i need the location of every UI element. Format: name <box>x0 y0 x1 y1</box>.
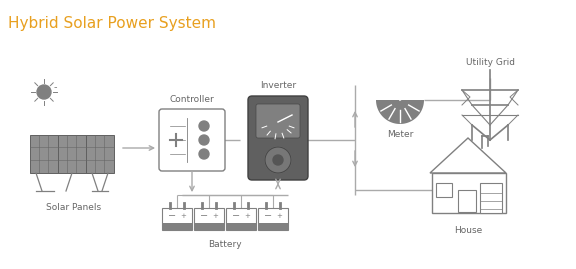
Text: Battery: Battery <box>208 240 242 249</box>
Circle shape <box>199 135 209 145</box>
FancyBboxPatch shape <box>162 208 192 230</box>
Polygon shape <box>430 138 506 173</box>
Circle shape <box>37 85 51 99</box>
Text: Controller: Controller <box>169 95 214 104</box>
Circle shape <box>199 149 209 159</box>
Text: House: House <box>454 226 482 235</box>
Text: +: + <box>180 213 186 219</box>
Text: Meter: Meter <box>387 130 413 139</box>
Text: −: − <box>264 211 272 221</box>
Polygon shape <box>58 135 86 173</box>
Text: +: + <box>276 213 282 219</box>
FancyBboxPatch shape <box>194 223 224 230</box>
FancyBboxPatch shape <box>458 190 476 212</box>
FancyBboxPatch shape <box>248 96 308 180</box>
Text: Inverter: Inverter <box>260 81 296 90</box>
Polygon shape <box>30 135 58 173</box>
Text: −: − <box>168 211 176 221</box>
FancyBboxPatch shape <box>226 223 256 230</box>
Text: −: − <box>200 211 208 221</box>
Text: +: + <box>244 213 250 219</box>
Polygon shape <box>376 100 424 124</box>
Text: Utility Grid: Utility Grid <box>465 58 514 67</box>
FancyBboxPatch shape <box>159 109 225 171</box>
FancyBboxPatch shape <box>436 183 452 197</box>
FancyBboxPatch shape <box>256 104 300 138</box>
Text: +: + <box>212 213 218 219</box>
Polygon shape <box>86 135 114 173</box>
Text: Hybrid Solar Power System: Hybrid Solar Power System <box>8 16 216 31</box>
FancyBboxPatch shape <box>258 223 288 230</box>
FancyBboxPatch shape <box>194 208 224 230</box>
FancyBboxPatch shape <box>258 208 288 230</box>
Circle shape <box>199 121 209 131</box>
Text: Solar Panels: Solar Panels <box>47 203 101 212</box>
Circle shape <box>265 147 291 173</box>
Text: -: - <box>54 82 58 92</box>
FancyBboxPatch shape <box>226 208 256 230</box>
FancyBboxPatch shape <box>480 183 502 213</box>
FancyBboxPatch shape <box>432 173 506 213</box>
FancyBboxPatch shape <box>162 223 192 230</box>
Circle shape <box>273 155 283 165</box>
Text: −: − <box>232 211 240 221</box>
